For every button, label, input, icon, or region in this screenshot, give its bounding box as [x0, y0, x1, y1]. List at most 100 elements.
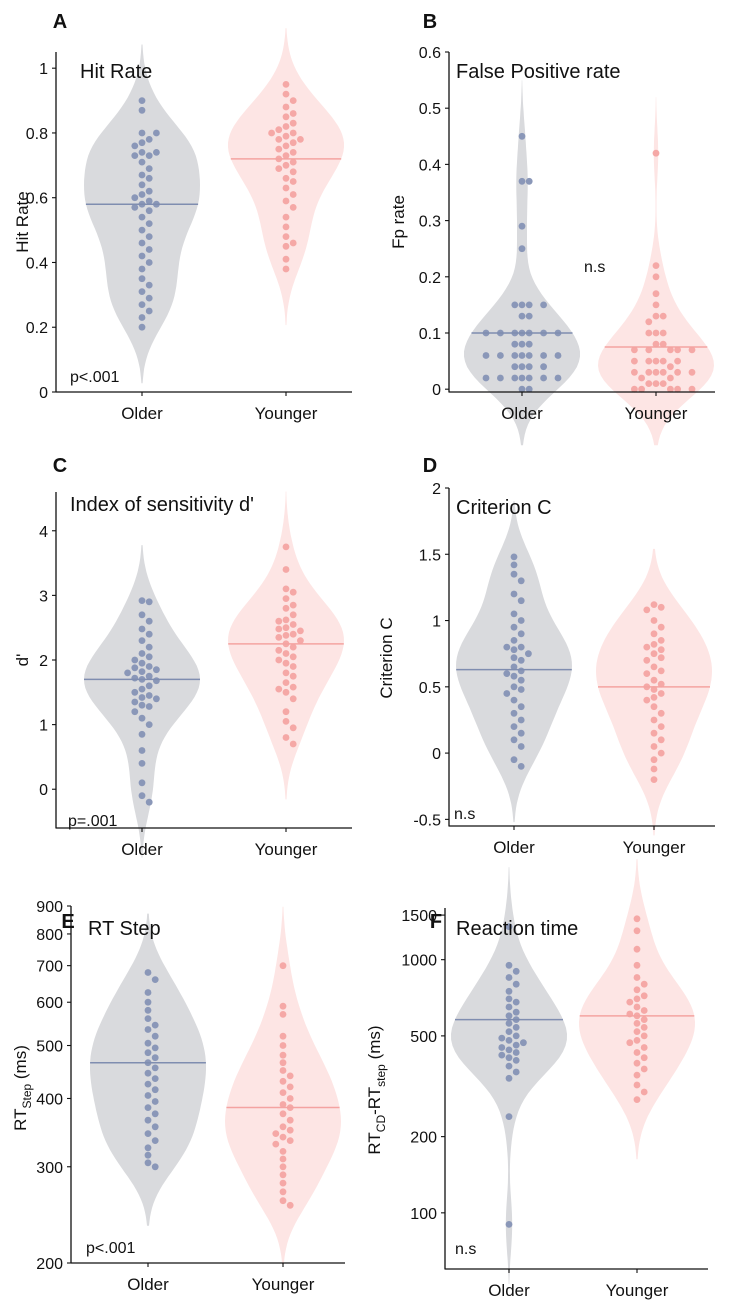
data-point-older — [511, 363, 519, 371]
data-point-older — [144, 1092, 152, 1099]
data-point-older — [144, 1080, 152, 1088]
data-point-older — [138, 181, 146, 189]
data-point-younger — [279, 1148, 287, 1155]
data-point-younger — [650, 756, 658, 764]
data-point-older — [145, 281, 153, 289]
data-point-younger — [289, 643, 297, 651]
data-point-younger — [289, 97, 297, 104]
data-point-younger — [652, 301, 660, 309]
data-point-older — [512, 1068, 520, 1076]
data-point-older — [505, 1012, 513, 1020]
data-point-younger — [650, 743, 658, 750]
y-tick-label: 700 — [36, 959, 63, 976]
data-point-older — [131, 708, 139, 716]
data-point-younger — [652, 273, 660, 281]
data-point-younger — [275, 145, 283, 153]
x-tick-label: Younger — [623, 838, 686, 857]
data-point-younger — [282, 604, 290, 612]
y-axis-label-part: CD — [374, 1115, 388, 1133]
data-point-older — [525, 374, 533, 382]
data-point-younger — [657, 690, 665, 697]
data-point-younger — [674, 368, 681, 376]
data-point-older — [511, 340, 519, 348]
data-point-older — [138, 792, 146, 800]
data-point-younger — [650, 694, 658, 701]
y-tick-label: 0.3 — [419, 214, 441, 231]
panel-letter: D — [423, 455, 437, 477]
data-point-older — [138, 171, 146, 179]
data-point-younger — [631, 368, 638, 376]
data-point-older — [145, 207, 153, 215]
data-point-younger — [626, 1039, 634, 1047]
stat-annotation: p=.001 — [68, 813, 117, 830]
data-point-older — [145, 663, 153, 670]
data-point-older — [517, 597, 525, 605]
data-point-older — [505, 961, 513, 969]
data-point-older — [525, 352, 533, 359]
data-point-younger — [282, 113, 290, 121]
data-point-older — [138, 730, 146, 738]
y-tick-label: -0.5 — [413, 812, 441, 829]
data-point-older — [131, 688, 139, 696]
data-point-older — [151, 1123, 159, 1131]
data-point-older — [510, 756, 518, 764]
data-point-younger — [275, 625, 283, 633]
data-point-older — [138, 239, 146, 247]
data-point-younger — [638, 385, 645, 393]
data-point-younger — [279, 1051, 287, 1059]
data-point-older — [145, 653, 153, 661]
data-point-older — [151, 1075, 159, 1082]
data-point-younger — [275, 617, 283, 625]
data-point-older — [151, 1086, 159, 1094]
data-point-younger — [289, 611, 297, 619]
data-point-younger — [272, 1140, 280, 1148]
data-point-older — [151, 1137, 159, 1144]
data-point-older — [510, 696, 518, 704]
data-point-younger — [674, 357, 681, 365]
data-point-older — [138, 139, 146, 147]
data-point-older — [498, 1051, 506, 1059]
data-point-older — [518, 177, 526, 185]
data-point-older — [505, 1046, 513, 1054]
y-tick-label: 1500 — [401, 908, 437, 925]
data-point-younger — [633, 945, 641, 953]
data-point-older — [144, 1049, 152, 1057]
data-point-older — [138, 275, 146, 283]
data-point-younger — [279, 1089, 287, 1096]
data-point-younger — [633, 986, 641, 994]
data-point-younger — [282, 184, 290, 192]
data-point-older — [138, 191, 146, 198]
data-point-older — [505, 987, 513, 995]
data-point-older — [144, 1015, 152, 1022]
data-point-younger — [275, 136, 283, 143]
y-axis-label-part: d' — [13, 654, 32, 667]
data-point-younger — [279, 1155, 287, 1163]
data-point-older — [153, 666, 160, 674]
data-point-older — [131, 656, 139, 664]
data-point-older — [144, 1159, 152, 1167]
data-point-younger — [688, 368, 696, 376]
data-point-younger — [289, 683, 297, 691]
y-tick-label: 600 — [36, 995, 63, 1012]
data-point-younger — [282, 708, 290, 716]
data-point-younger — [282, 142, 290, 150]
data-point-younger — [282, 81, 290, 88]
data-point-older — [131, 664, 139, 672]
data-point-older — [518, 132, 526, 140]
y-tick-label: 800 — [36, 927, 63, 944]
data-point-younger — [282, 624, 290, 632]
data-point-older — [145, 617, 153, 625]
data-point-older — [145, 246, 153, 253]
data-point-older — [138, 213, 146, 221]
violin-older — [90, 913, 206, 1226]
data-point-older — [138, 694, 146, 701]
data-point-younger — [289, 129, 297, 137]
x-tick-label: Older — [501, 404, 543, 423]
data-point-younger — [279, 1077, 287, 1085]
data-point-younger — [640, 1054, 648, 1062]
data-point-younger — [659, 312, 667, 320]
data-point-younger — [279, 1110, 287, 1118]
data-point-younger — [650, 617, 658, 624]
data-point-older — [510, 570, 518, 578]
